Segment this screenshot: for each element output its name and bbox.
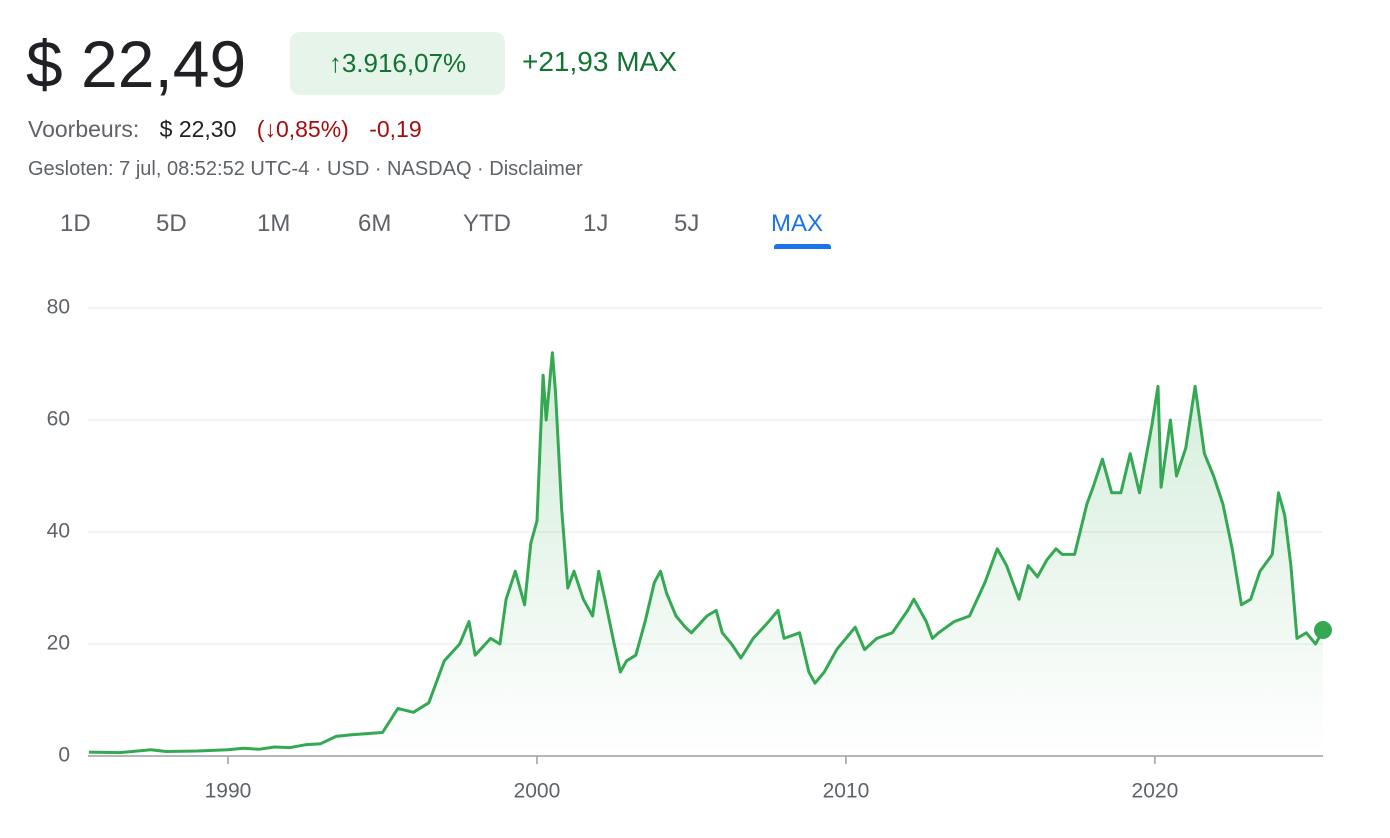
change-period: MAX — [616, 46, 677, 77]
price-line — [88, 351, 1325, 755]
y-tick-label: 0 — [58, 744, 70, 767]
range-tab[interactable]: 5J — [674, 210, 700, 237]
y-tick-label: 80 — [47, 296, 70, 319]
change-value: +21,93 — [522, 46, 609, 77]
chart: 0 20 40 60 80 1990 2000 2010 2020 — [47, 296, 1332, 803]
y-tick-label: 20 — [47, 632, 70, 655]
premarket: Voorbeurs: $ 22,30 (↓0,85%) -0,19 — [28, 116, 436, 143]
x-tick-label: 2000 — [514, 780, 561, 803]
area-fill — [88, 352, 1323, 756]
premarket-label: Voorbeurs: — [28, 116, 140, 142]
price: $ 22,49 — [26, 27, 247, 101]
premarket-change: -0,19 — [369, 116, 422, 142]
range-tab[interactable]: 6M — [358, 210, 392, 237]
status-line: Gesloten: 7 jul, 08:52:52 UTC-4 · USD · … — [28, 158, 583, 180]
change: +21,93 MAX — [522, 46, 677, 78]
range-tab[interactable]: 5D — [156, 210, 187, 237]
premarket-percent: (↓0,85%) — [256, 116, 349, 142]
x-tick-label: 2010 — [823, 780, 870, 803]
range-tab[interactable]: 1M — [257, 210, 291, 237]
range-tab[interactable]: 1J — [583, 210, 609, 237]
current-point — [1314, 621, 1332, 640]
premarket-price: $ 22,30 — [159, 116, 237, 142]
range-tab[interactable]: YTD — [463, 210, 511, 237]
range-tab[interactable]: 1D — [60, 210, 91, 237]
x-tick-label: 1990 — [205, 780, 252, 803]
range-tab[interactable]: MAX — [771, 210, 824, 237]
y-tick-label: 60 — [47, 408, 70, 431]
x-tick-label: 2020 — [1132, 780, 1179, 803]
tab-underline — [774, 244, 831, 249]
change-badge: ↑3.916,07% — [290, 32, 505, 95]
y-tick-label: 40 — [47, 520, 70, 543]
